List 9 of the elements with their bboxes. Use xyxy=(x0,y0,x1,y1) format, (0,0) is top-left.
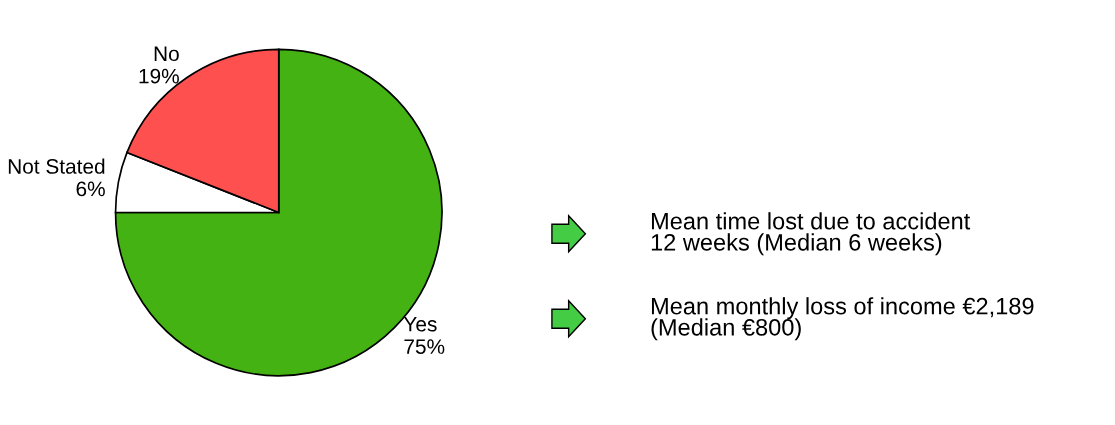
data-label: 19% xyxy=(139,68,179,84)
text: Mean monthly loss of income €2,189 (Median €800) xyxy=(651,297,1034,341)
data-label: 6% xyxy=(76,181,105,197)
slice-label: Yes xyxy=(403,316,437,332)
pie-slice xyxy=(114,48,443,377)
slice-label: Not Stated xyxy=(8,158,105,174)
slice-label: No xyxy=(154,46,179,62)
text: Mean time lost due to accident 12 weeks (Median 6 weeks) xyxy=(651,212,971,256)
data-label: 75% xyxy=(404,339,445,354)
